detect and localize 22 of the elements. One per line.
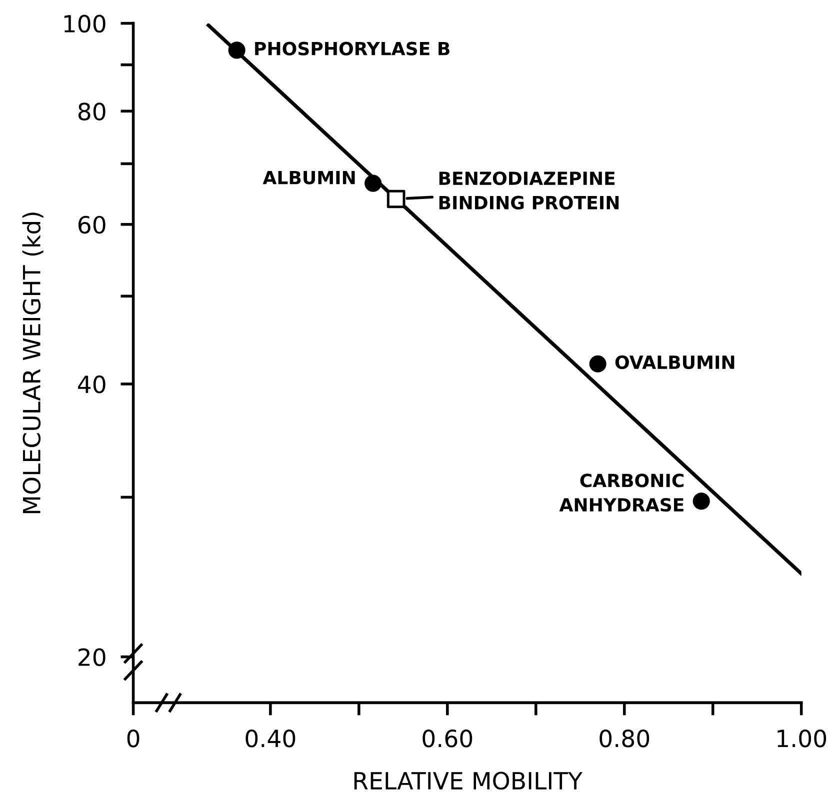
x-axis-title: RELATIVE MOBILITY [354, 772, 583, 790]
point [228, 42, 246, 59]
y-axis-title: MOLECULAR WEIGHT (kd) [22, 212, 44, 514]
annotation: CARBONIC ANHYDRASE [559, 474, 684, 512]
x-tick-label: 0.40 [246, 730, 296, 748]
point [589, 355, 606, 372]
y-tick-label: 100 [64, 14, 106, 33]
x-tick-label: 0.60 [422, 730, 472, 748]
x-tick-label: 1.00 [778, 730, 826, 748]
annotation: OVALBUMIN [615, 355, 734, 370]
y-tick-label: 80 [78, 102, 106, 120]
point [364, 174, 382, 192]
y-tick-label: 40 [78, 375, 106, 394]
annotation: ALBUMIN [262, 170, 355, 184]
y-tick-label: 60 [78, 216, 106, 234]
point [692, 492, 710, 510]
point [386, 190, 406, 208]
x-tick-label: 0 [127, 730, 140, 748]
annotation: PHOSPHORYLASE B [255, 42, 450, 56]
y-tick-label: 20 [78, 648, 106, 666]
annotation: BENZODIAZEPINE BINDING PROTEIN [439, 171, 619, 210]
x-tick-label: 0.80 [600, 730, 650, 748]
